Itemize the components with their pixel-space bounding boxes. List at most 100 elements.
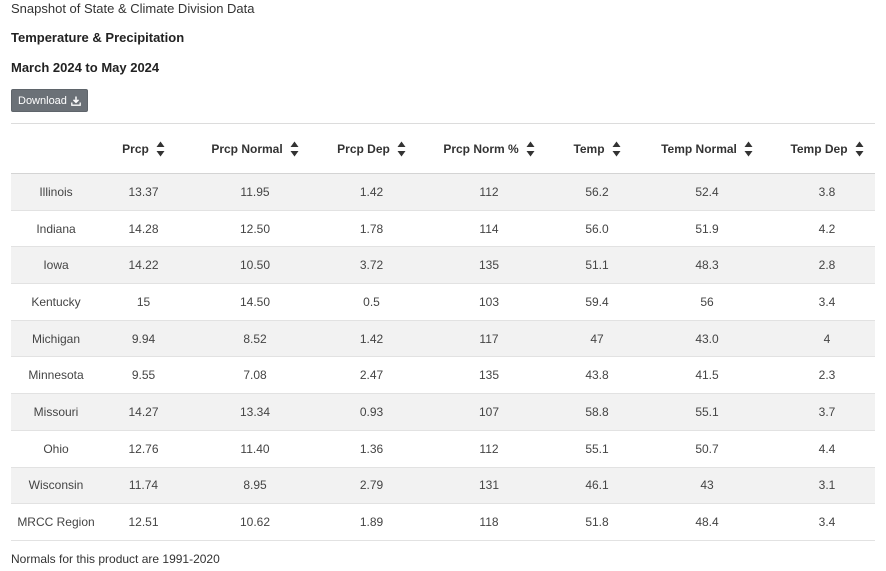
table-cell: 103: [478, 294, 500, 309]
table-row: Illinois 13.37 11.95 1.42 112 56.2 52.4 3.8: [11, 173, 875, 211]
sort-icon[interactable]: [156, 140, 165, 158]
table-cell: 2.8: [818, 258, 836, 273]
column-header[interactable]: Prcp Norm %: [419, 124, 559, 174]
table-cell: 55.1: [695, 404, 719, 419]
column-header-content: Prcp: [122, 140, 165, 158]
sort-icon[interactable]: [397, 140, 406, 158]
column-header-label: Temp Normal: [661, 141, 737, 156]
table-cell: 13.37: [128, 184, 159, 199]
column-header[interactable]: Prcp Dep: [324, 124, 419, 174]
table-cell: 51.8: [585, 515, 609, 530]
table-cell: 50.7: [695, 441, 719, 456]
table-cell: 14.28: [128, 221, 159, 236]
sort-icon[interactable]: [855, 140, 864, 158]
table-row: Missouri 14.27 13.34 0.93 107 58.8 55.1 3.7: [11, 393, 875, 431]
table-row: Minnesota 9.55 7.08 2.47 135 43.8 41.5 2.3: [11, 356, 875, 394]
table-cell: 52.4: [695, 184, 719, 199]
column-header[interactable]: Temp: [559, 124, 635, 174]
region-name-cell: Illinois: [39, 184, 73, 199]
table-cell: 117: [479, 331, 499, 346]
table-cell: 2.47: [359, 368, 384, 383]
column-header-label: Prcp Normal: [211, 141, 283, 156]
column-header-label: Temp: [573, 141, 605, 156]
page-title: Temperature & Precipitation: [11, 30, 185, 45]
region-name-cell: Iowa: [43, 258, 69, 273]
table-cell: 1.42: [359, 331, 384, 346]
table-cell: 3.1: [818, 478, 836, 493]
table-cell: 2.3: [818, 368, 836, 383]
table-cell: 11.95: [240, 184, 270, 199]
climate-data-table: Prcp Prcp Normal Prcp Dep Prcp Norm % Temp Te…: [11, 123, 875, 541]
table-cell: 3.4: [818, 294, 836, 309]
table-cell: 1.78: [359, 221, 384, 236]
table-cell: 3.4: [818, 515, 836, 530]
table-cell: 12.50: [239, 221, 271, 236]
table-cell: 55.1: [585, 441, 609, 456]
table-cell: 43: [700, 478, 714, 493]
column-header-content: Prcp Normal: [211, 140, 299, 158]
sort-icon[interactable]: [744, 140, 753, 158]
region-name-cell: Missouri: [33, 404, 79, 419]
table-cell: 135: [478, 258, 500, 273]
column-header-content: Temp Dep: [790, 140, 864, 158]
column-header-label: Temp Dep: [790, 141, 848, 156]
column-header-content: Prcp Dep: [337, 140, 406, 158]
table-cell: 4: [823, 331, 831, 346]
column-header[interactable]: Temp Dep: [779, 124, 875, 174]
download-button-label: Download: [18, 94, 67, 107]
table-cell: 7.08: [243, 368, 267, 383]
table-cell: 114: [479, 221, 499, 236]
normals-footnote: Normals for this product are 1991-2020: [11, 552, 220, 566]
table-cell: 10.62: [239, 515, 271, 530]
date-range: March 2024 to May 2024: [11, 60, 160, 75]
table-cell: 0.5: [363, 294, 380, 309]
table-cell: 58.8: [585, 404, 609, 419]
region-name-cell: Ohio: [43, 441, 69, 456]
table-header-row: Prcp Prcp Normal Prcp Dep Prcp Norm % Temp Te…: [11, 123, 875, 174]
table-cell: 107: [478, 404, 500, 419]
table-cell: 9.55: [131, 368, 156, 383]
region-name-cell: Minnesota: [28, 368, 84, 383]
column-header[interactable]: Prcp: [101, 124, 186, 174]
table-cell: 112: [479, 441, 499, 456]
column-header[interactable]: Temp Normal: [635, 124, 779, 174]
table-cell: 14.50: [239, 294, 271, 309]
column-header-region: [11, 124, 101, 174]
sort-icon[interactable]: [612, 140, 621, 158]
column-header-label: Prcp: [122, 141, 149, 156]
page-subtitle: Snapshot of State & Climate Division Dat…: [11, 1, 255, 16]
table-cell: 46.1: [585, 478, 609, 493]
table-cell: 112: [479, 184, 499, 199]
region-name-cell: Michigan: [31, 331, 81, 346]
table-row: Michigan 9.94 8.52 1.42 117 47 43.0 4: [11, 320, 875, 357]
table-cell: 11.74: [128, 478, 159, 493]
table-cell: 15: [136, 294, 151, 309]
table-cell: 8.95: [243, 478, 267, 493]
table-cell: 4.4: [818, 441, 836, 456]
sort-icon[interactable]: [526, 140, 535, 158]
table-cell: 1.89: [359, 515, 384, 530]
table-cell: 43.0: [695, 331, 719, 346]
table-cell: 59.4: [585, 294, 609, 309]
table-cell: 56.2: [585, 184, 609, 199]
table-cell: 9.94: [131, 331, 156, 346]
region-name-cell: MRCC Region: [17, 515, 95, 530]
download-button[interactable]: Download: [11, 89, 88, 112]
table-cell: 1.42: [359, 184, 384, 199]
table-cell: 12.76: [128, 441, 159, 456]
table-cell: 12.51: [128, 515, 159, 530]
table-cell: 48.4: [695, 515, 719, 530]
table-cell: 4.2: [818, 221, 836, 236]
table-cell: 51.9: [695, 221, 719, 236]
sort-icon[interactable]: [290, 140, 299, 158]
table-row: MRCC Region 12.51 10.62 1.89 118 51.8 48.4 3.4: [11, 503, 875, 541]
table-cell: 3.72: [359, 258, 384, 273]
column-header[interactable]: Prcp Normal: [186, 124, 324, 174]
table-cell: 118: [479, 515, 499, 530]
table-cell: 56.0: [585, 221, 609, 236]
column-header-content: Temp Normal: [661, 140, 753, 158]
table-cell: 131: [478, 478, 500, 493]
table-cell: 0.93: [359, 404, 384, 419]
table-cell: 41.5: [695, 368, 719, 383]
table-row: Kentucky 15 14.50 0.5 103 59.4 56 3.4: [11, 283, 875, 321]
